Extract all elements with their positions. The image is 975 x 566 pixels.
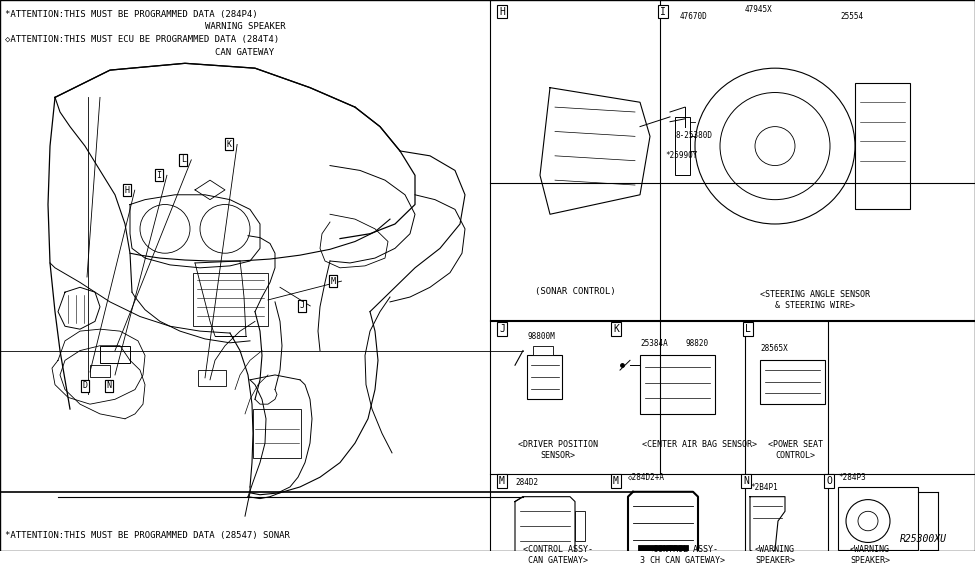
Text: *ATTENTION:THIS MUST BE PROGRAMMED DATA (28547) SONAR: *ATTENTION:THIS MUST BE PROGRAMMED DATA … xyxy=(5,531,290,540)
Text: J: J xyxy=(299,302,305,310)
Text: 28565X: 28565X xyxy=(760,344,788,353)
Text: H: H xyxy=(124,186,130,195)
Text: D: D xyxy=(82,381,88,391)
Text: I: I xyxy=(660,7,666,16)
Text: I: I xyxy=(156,171,162,180)
Text: <CONTROL ASSY-
3 CH CAN GATEWAY>: <CONTROL ASSY- 3 CH CAN GATEWAY> xyxy=(641,546,725,565)
Text: *25990Y: *25990Y xyxy=(665,151,697,160)
Text: N: N xyxy=(106,381,112,391)
Text: J: J xyxy=(499,324,505,334)
Text: (SONAR CONTROL): (SONAR CONTROL) xyxy=(534,288,615,296)
Text: 25554: 25554 xyxy=(840,12,863,21)
Text: *2B4P1: *2B4P1 xyxy=(750,483,778,492)
Text: H: H xyxy=(499,7,505,16)
FancyBboxPatch shape xyxy=(575,511,585,541)
FancyBboxPatch shape xyxy=(533,346,553,355)
FancyBboxPatch shape xyxy=(527,355,562,399)
Text: M: M xyxy=(331,277,336,286)
Text: H: H xyxy=(124,186,130,195)
Text: 47945X: 47945X xyxy=(745,5,773,14)
Text: 284D2: 284D2 xyxy=(515,478,538,487)
Text: 47670D: 47670D xyxy=(680,12,708,21)
Text: D: D xyxy=(82,381,88,391)
Text: <CENTER AIR BAG SENSOR>: <CENTER AIR BAG SENSOR> xyxy=(643,440,758,449)
FancyBboxPatch shape xyxy=(100,346,130,363)
Text: N: N xyxy=(106,381,112,391)
FancyBboxPatch shape xyxy=(198,370,226,385)
Text: L: L xyxy=(745,324,751,334)
Text: <WARNING
SPEAKER>: <WARNING SPEAKER> xyxy=(850,546,890,565)
Text: M: M xyxy=(331,277,336,286)
Text: 8-25380D: 8-25380D xyxy=(675,131,712,140)
Text: K: K xyxy=(613,324,619,334)
FancyBboxPatch shape xyxy=(640,355,715,414)
Text: <POWER SEAT
CONTROL>: <POWER SEAT CONTROL> xyxy=(767,440,823,460)
Text: WARNING SPEAKER: WARNING SPEAKER xyxy=(205,23,286,31)
FancyBboxPatch shape xyxy=(838,487,918,550)
Text: 25384A: 25384A xyxy=(640,338,668,348)
FancyBboxPatch shape xyxy=(638,546,688,560)
Text: K: K xyxy=(226,140,232,149)
Text: R25300XU: R25300XU xyxy=(900,534,947,544)
Text: N: N xyxy=(743,476,749,486)
Text: CAN GATEWAY: CAN GATEWAY xyxy=(215,48,275,57)
Text: K: K xyxy=(226,140,232,149)
FancyBboxPatch shape xyxy=(675,117,690,175)
Text: L: L xyxy=(180,155,186,164)
FancyBboxPatch shape xyxy=(855,83,910,209)
Text: 98820: 98820 xyxy=(685,338,708,348)
Text: I: I xyxy=(156,171,162,180)
Text: <STEERING ANGLE SENSOR
& STEERING WIRE>: <STEERING ANGLE SENSOR & STEERING WIRE> xyxy=(760,290,870,310)
FancyBboxPatch shape xyxy=(90,365,110,377)
Text: ◇284D2+A: ◇284D2+A xyxy=(628,473,665,482)
Text: *ATTENTION:THIS MUST BE PROGRAMMED DATA (284P4): *ATTENTION:THIS MUST BE PROGRAMMED DATA … xyxy=(5,10,257,19)
Text: <CONTROL ASSY-
CAN GATEWAY>: <CONTROL ASSY- CAN GATEWAY> xyxy=(523,546,593,565)
FancyBboxPatch shape xyxy=(0,0,975,551)
Text: O: O xyxy=(826,476,832,486)
Text: M: M xyxy=(499,476,505,486)
Text: <WARNING
SPEAKER>: <WARNING SPEAKER> xyxy=(755,546,795,565)
Text: ◇ATTENTION:THIS MUST ECU BE PROGRAMMED DATA (284T4): ◇ATTENTION:THIS MUST ECU BE PROGRAMMED D… xyxy=(5,35,279,44)
FancyBboxPatch shape xyxy=(760,361,825,404)
Text: 98800M: 98800M xyxy=(527,332,555,341)
Text: *284P3: *284P3 xyxy=(838,473,866,482)
Text: J: J xyxy=(299,302,305,310)
Text: <DRIVER POSITION
SENSOR>: <DRIVER POSITION SENSOR> xyxy=(518,440,598,460)
Text: L: L xyxy=(180,155,186,164)
FancyBboxPatch shape xyxy=(253,409,301,458)
FancyBboxPatch shape xyxy=(193,273,268,326)
Text: M: M xyxy=(613,476,619,486)
